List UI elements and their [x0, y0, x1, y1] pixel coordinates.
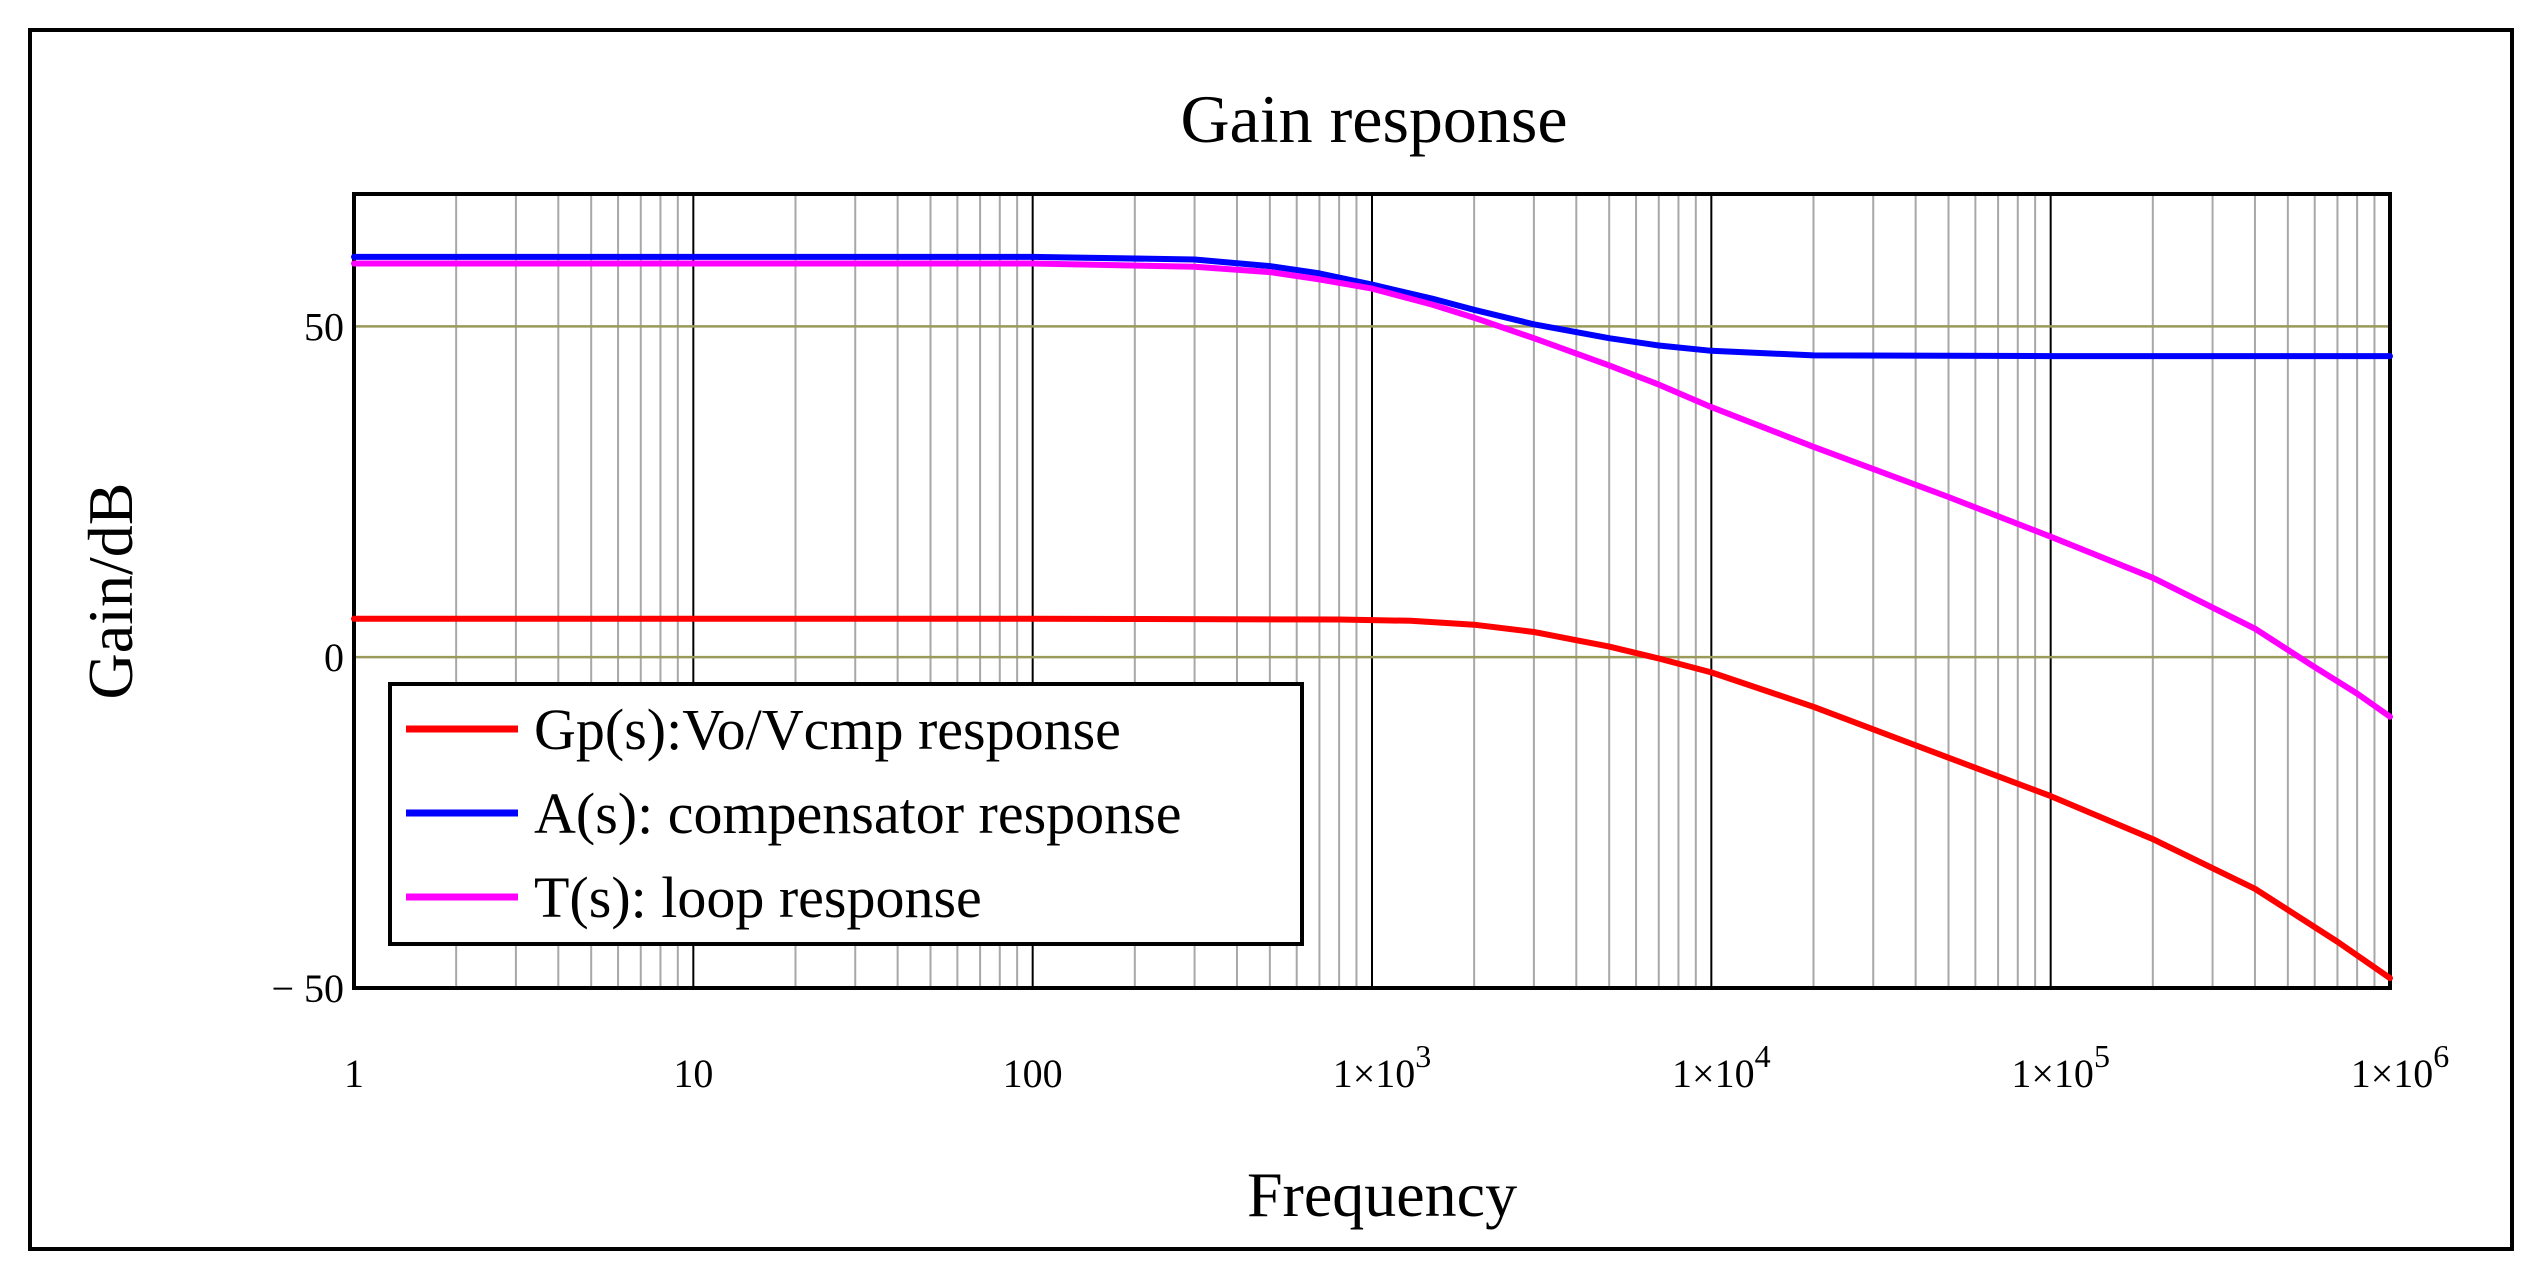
legend-box — [388, 682, 1304, 946]
series-line-1 — [351, 253, 2393, 360]
x-axis-label: Frequency — [1247, 1159, 1517, 1230]
series-line-0 — [351, 615, 2393, 982]
legend-label-t: T(s): loop response — [534, 865, 982, 930]
y-axis-ticks: 50 0 − 50 — [271, 304, 344, 1011]
plot-area-border — [352, 192, 2392, 990]
legend-label-a: A(s): compensator response — [534, 781, 1182, 846]
series-group — [351, 253, 2393, 982]
y-tick-label: 50 — [304, 304, 344, 349]
gain-response-chart: Gain response 1 10 100 1×103 1×104 1×105 1×106… — [75, 81, 2449, 1230]
x-tick-label: 100 — [1003, 1051, 1063, 1096]
legend: Gp(s):Vo/Vcmp response A(s): compensator… — [388, 682, 1304, 946]
series-line-2 — [351, 260, 2393, 720]
legend-label-gp: Gp(s):Vo/Vcmp response — [534, 697, 1121, 762]
x-tick-label: 1×104 — [1672, 1038, 1771, 1096]
y-axis-label: Gain/dB — [75, 483, 146, 700]
chart-title: Gain response — [1180, 81, 1567, 157]
x-tick-label: 1×105 — [2011, 1038, 2110, 1096]
y-tick-label: 0 — [324, 635, 344, 680]
x-tick-label: 1 — [344, 1051, 364, 1096]
x-tick-label: 1×106 — [2351, 1038, 2450, 1096]
x-axis-ticks: 1 10 100 1×103 1×104 1×105 1×106 — [344, 1038, 2449, 1096]
x-tick-label: 1×103 — [1333, 1038, 1432, 1096]
x-tick-label: 10 — [673, 1051, 713, 1096]
chart-frame: Gain response 1 10 100 1×103 1×104 1×105 1×106… — [28, 28, 2514, 1251]
y-tick-label: − 50 — [271, 966, 344, 1011]
